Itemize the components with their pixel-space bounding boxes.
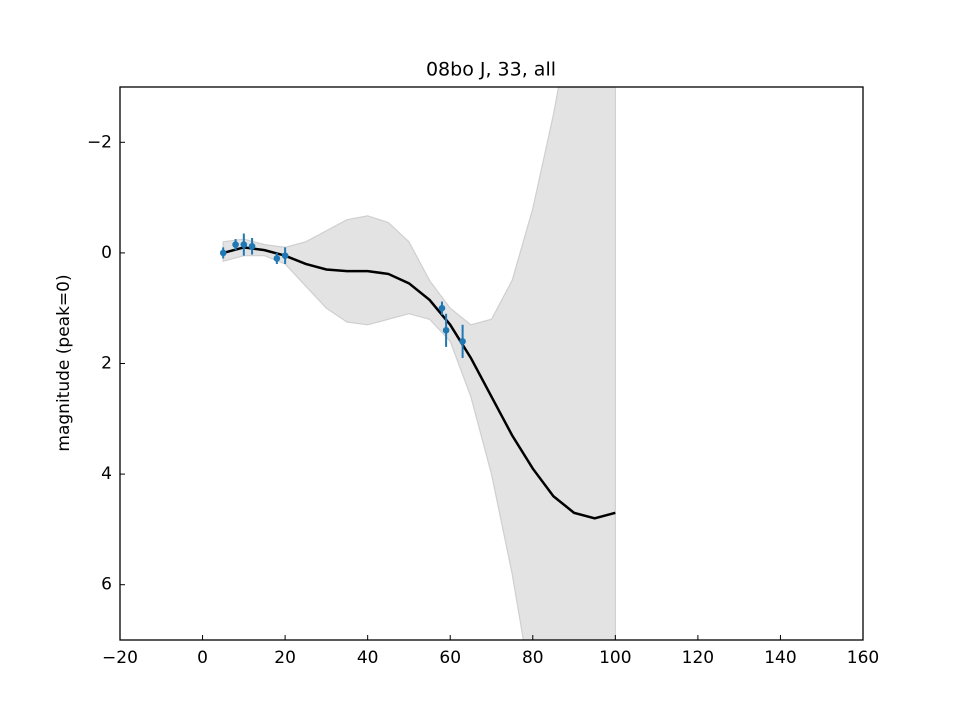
data-point xyxy=(248,242,256,250)
data-point xyxy=(438,304,446,312)
x-tick-label: 0 xyxy=(197,648,208,668)
y-axis-label: magnitude (peak=0) xyxy=(54,274,74,451)
data-point xyxy=(459,338,466,345)
x-tick-label: 140 xyxy=(764,648,796,668)
y-tick-label: 2 xyxy=(101,354,112,374)
x-tick-label: 20 xyxy=(274,648,296,668)
plot-area xyxy=(219,87,616,640)
confidence-band xyxy=(222,87,616,640)
chart-title: 08bo J, 33, all xyxy=(426,59,556,81)
x-tick-label: 60 xyxy=(439,648,461,668)
x-tick-label: 160 xyxy=(847,648,879,668)
x-tick-label: 80 xyxy=(522,648,544,668)
y-tick-label: 4 xyxy=(101,464,112,484)
data-point xyxy=(273,255,281,262)
data-point xyxy=(219,249,227,257)
x-tick-label: 120 xyxy=(682,648,714,668)
y-tick-label: 6 xyxy=(101,575,112,595)
data-point xyxy=(240,241,248,248)
y-tick-label: 0 xyxy=(101,243,112,263)
x-tick-label: 100 xyxy=(599,648,631,668)
y-tick-label: −2 xyxy=(87,132,112,152)
x-tick-label: −20 xyxy=(102,648,138,668)
data-point xyxy=(442,327,450,334)
data-point xyxy=(281,252,289,259)
fit-line xyxy=(222,246,616,520)
data-point xyxy=(232,241,239,248)
x-tick-label: 40 xyxy=(357,648,379,668)
